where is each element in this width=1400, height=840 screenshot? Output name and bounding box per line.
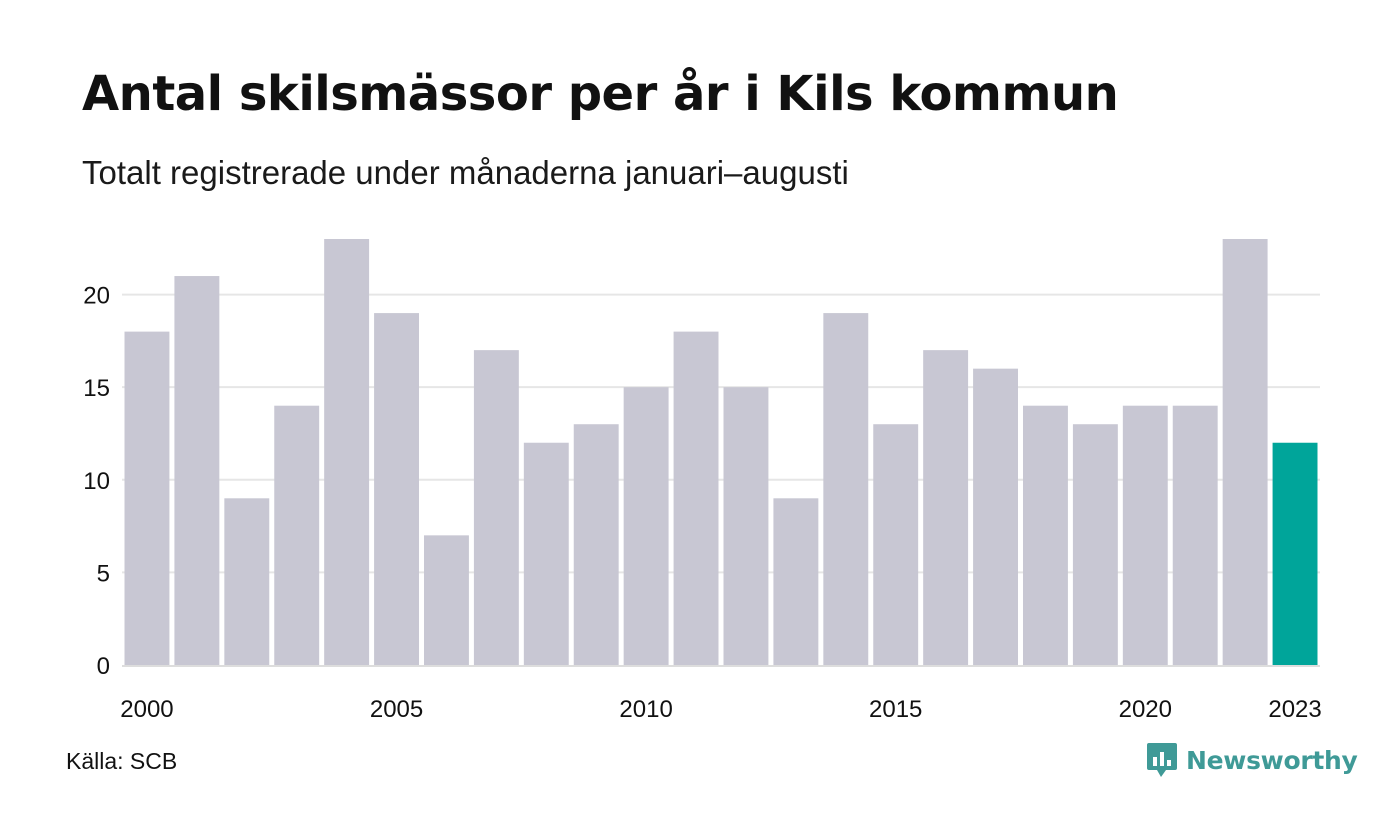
- bar-2023: [1272, 442, 1318, 665]
- bar-2005: [374, 313, 419, 665]
- bar-2020: [1122, 405, 1168, 665]
- bars: [122, 239, 1320, 667]
- bar-2004: [324, 239, 370, 665]
- y-tick-label: 0: [97, 653, 110, 680]
- bar-2002: [224, 498, 270, 665]
- bar-2010: [623, 387, 669, 665]
- bar-2012: [723, 387, 769, 665]
- y-tick-label: 20: [83, 283, 110, 310]
- newsworthy-logo-icon: [1147, 743, 1177, 777]
- bar-2006: [424, 535, 469, 665]
- gridlines: [122, 293, 1320, 574]
- bar-2019: [1072, 424, 1118, 665]
- bar-2003: [274, 405, 320, 665]
- x-tick-label: 2020: [1119, 696, 1172, 723]
- bar-2017: [973, 368, 1018, 665]
- source-note: Källa: SCB: [66, 748, 178, 774]
- x-tick-label: 2000: [120, 696, 173, 723]
- chart-title: Antal skilsmässor per år i Kils kommun: [82, 66, 1119, 122]
- y-tick-label: 5: [97, 560, 110, 587]
- bar-2009: [573, 424, 619, 665]
- brand-name: Newsworthy: [1186, 745, 1358, 775]
- chart-subtitle: Totalt registrerade under månaderna janu…: [82, 154, 849, 191]
- bar-2001: [174, 276, 220, 665]
- x-tick-label: 2005: [370, 696, 423, 723]
- bar-2015: [873, 424, 919, 665]
- bar-2013: [773, 498, 819, 665]
- bar-2022: [1222, 239, 1268, 665]
- x-tick-label: 2015: [869, 696, 922, 723]
- y-tick-label: 15: [83, 375, 110, 402]
- bar-2016: [923, 350, 969, 665]
- bar-2014: [823, 313, 869, 665]
- y-tick-label: 10: [83, 468, 110, 495]
- x-axis-ticks: 2000 2005 2010 2015 2020 2023: [120, 696, 1321, 723]
- bar-2011: [673, 331, 719, 665]
- bar-2000: [124, 331, 170, 665]
- x-tick-label: 2010: [619, 696, 672, 723]
- x-tick-label: 2023: [1268, 696, 1321, 723]
- brand-logo: Newsworthy: [1146, 741, 1358, 779]
- bar-2007: [473, 350, 519, 665]
- bar-2008: [523, 442, 569, 665]
- y-axis-ticks: 0 5 10 15 20: [83, 283, 110, 680]
- bar-2021: [1172, 405, 1218, 665]
- bar-2018: [1023, 405, 1068, 665]
